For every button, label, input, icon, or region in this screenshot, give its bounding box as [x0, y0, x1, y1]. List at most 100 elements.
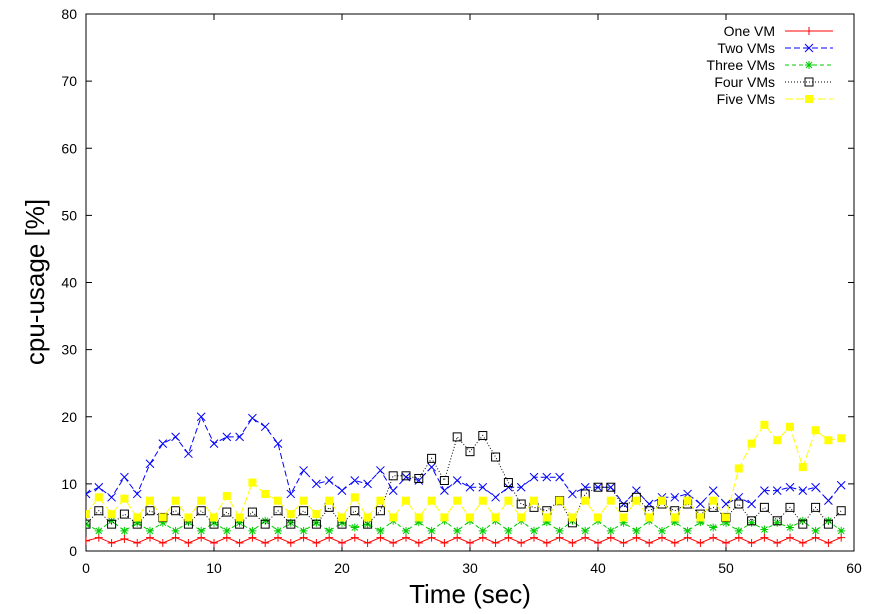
data-point: [210, 513, 218, 522]
data-point: [555, 533, 564, 542]
data-point: [798, 516, 807, 525]
data-point: [722, 513, 730, 522]
data-point: [439, 476, 449, 486]
data-point: [760, 525, 769, 534]
legend-label: Four VMs: [714, 74, 775, 90]
x-tick-label: 0: [82, 560, 90, 576]
data-point: [248, 526, 257, 535]
data-point: [363, 513, 372, 522]
data-point: [606, 482, 616, 492]
data-point: [645, 538, 654, 547]
data-point: [197, 533, 206, 542]
data-point: [836, 480, 846, 490]
data-point: [158, 538, 167, 547]
data-point: [773, 538, 782, 547]
data-point: [837, 434, 846, 443]
data-point: [478, 431, 488, 441]
data-point: [184, 449, 193, 459]
series-line: [86, 520, 842, 532]
data-point: [517, 513, 526, 522]
data-point: [376, 526, 385, 535]
data-point: [440, 513, 449, 522]
data-point: [478, 496, 487, 505]
data-point: [389, 538, 398, 547]
data-point: [568, 489, 577, 499]
data-point: [274, 533, 282, 542]
data-point: [133, 538, 142, 547]
data-point: [107, 516, 116, 525]
y-tick-label: 60: [61, 140, 77, 156]
data-point: [772, 486, 782, 495]
data-point: [210, 518, 218, 527]
data-point: [107, 492, 116, 502]
data-point: [274, 496, 282, 505]
data-point: [145, 506, 155, 516]
data-point: [94, 526, 103, 535]
data-point: [581, 533, 590, 542]
data-point: [504, 533, 513, 542]
data-point: [94, 482, 104, 492]
data-point: [248, 413, 257, 423]
series-two-vms: [86, 412, 846, 509]
data-point: [772, 516, 782, 526]
data-point: [146, 496, 154, 505]
y-tick-label: 50: [61, 207, 77, 223]
data-point: [670, 538, 679, 547]
data-point: [427, 453, 437, 463]
data-point: [402, 526, 410, 535]
data-point: [119, 509, 129, 519]
data-point: [837, 526, 846, 535]
legend-item: Four VMs: [714, 74, 833, 90]
data-point: [542, 472, 552, 482]
data-point: [453, 496, 462, 505]
data-point: [837, 533, 846, 542]
data-point: [824, 496, 833, 506]
data-point: [529, 472, 539, 482]
data-point: [619, 518, 628, 527]
data-point: [337, 486, 347, 495]
data-point: [427, 496, 436, 505]
data-point: [338, 518, 346, 527]
data-point: [401, 471, 411, 481]
data-point: [466, 538, 474, 547]
data-point: [504, 526, 513, 535]
data-point: [491, 492, 500, 502]
data-point: [286, 519, 296, 529]
data-point: [658, 533, 666, 542]
data-point: [593, 482, 603, 492]
data-point: [440, 486, 449, 495]
data-point: [184, 513, 193, 522]
series-three-vms: [86, 516, 846, 535]
data-point: [324, 476, 334, 485]
data-point: [478, 526, 487, 535]
data-point: [798, 519, 808, 529]
data-point: [786, 523, 794, 532]
data-point: [196, 506, 206, 516]
data-point: [805, 61, 813, 69]
data-point: [824, 436, 833, 445]
data-point: [86, 510, 90, 519]
data-point: [760, 486, 769, 495]
data-point: [542, 513, 551, 522]
data-point: [171, 432, 180, 442]
data-point: [747, 538, 756, 547]
series-one-vm: [86, 533, 846, 547]
data-point: [402, 496, 410, 505]
data-point: [542, 518, 551, 527]
data-point: [312, 479, 321, 489]
data-point: [466, 513, 474, 522]
data-point: [261, 516, 270, 525]
data-point: [171, 506, 181, 516]
legend-item: Two VMs: [717, 40, 833, 56]
data-point: [222, 533, 231, 542]
data-point: [452, 476, 462, 485]
data-point: [325, 496, 334, 505]
data-point: [274, 526, 282, 535]
data-point: [504, 482, 513, 492]
data-point: [491, 538, 500, 547]
data-point: [824, 538, 833, 547]
series-four-vms: [86, 431, 846, 529]
data-point: [414, 538, 423, 547]
data-point: [248, 533, 257, 542]
